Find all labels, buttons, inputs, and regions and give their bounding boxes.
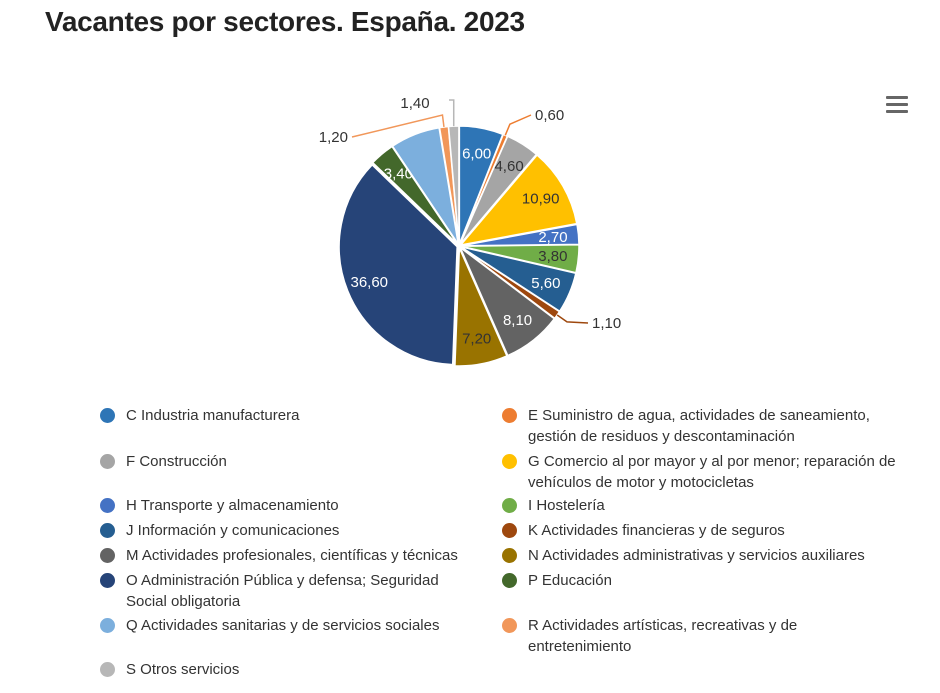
data-label: 1,20	[319, 129, 348, 146]
legend-marker	[100, 454, 115, 469]
legend-label: H Transporte y almacenamiento	[126, 497, 339, 514]
legend-marker	[100, 523, 115, 538]
leader-line	[449, 99, 455, 127]
legend-item[interactable]: I Hostelería	[502, 495, 913, 516]
legend-item[interactable]: C Industria manufacturera	[100, 405, 481, 426]
legend-marker	[100, 618, 115, 633]
data-label: 0,60	[535, 107, 564, 124]
legend-marker	[502, 498, 517, 513]
legend-item[interactable]: S Otros servicios	[100, 659, 481, 680]
data-label: 3,80	[538, 248, 567, 265]
data-label: 7,20	[462, 331, 491, 348]
data-label: 4,60	[494, 158, 523, 175]
legend-label: C Industria manufacturera	[126, 407, 300, 424]
leader-line	[504, 114, 532, 136]
legend-marker	[502, 548, 517, 563]
legend-label: M Actividades profesionales, científicas…	[126, 547, 458, 564]
pie-slice[interactable]	[338, 163, 458, 366]
pie-slice[interactable]	[459, 135, 538, 245]
data-label: 1,10	[592, 315, 621, 332]
data-label: 3,40	[384, 166, 413, 183]
legend-marker	[502, 523, 517, 538]
legend-item[interactable]: E Suministro de agua, actividades de san…	[502, 405, 908, 447]
legend-item[interactable]: K Actividades financieras y de seguros	[502, 520, 913, 541]
legend-label: I Hostelería	[528, 497, 605, 514]
legend-marker	[100, 408, 115, 423]
legend-label: O Administración Pública y defensa; Segu…	[126, 572, 439, 610]
legend-marker	[100, 573, 115, 588]
legend-item[interactable]: P Educación	[502, 570, 913, 591]
legend-label: R Actividades artísticas, recreativas y …	[528, 617, 798, 655]
legend-item[interactable]: R Actividades artísticas, recreativas y …	[502, 615, 828, 657]
legend-marker	[502, 454, 517, 469]
legend-label: P Educación	[528, 572, 612, 589]
legend-label: G Comercio al por mayor y al por menor; …	[528, 453, 896, 491]
data-label: 2,70	[538, 229, 567, 246]
data-label: 36,60	[350, 274, 388, 291]
legend-item[interactable]: F Construcción	[100, 451, 481, 472]
legend-label: K Actividades financieras y de seguros	[528, 522, 785, 539]
legend-label: Q Actividades sanitarias y de servicios …	[126, 617, 440, 634]
leader-line	[351, 114, 445, 138]
pie-slice[interactable]	[458, 153, 578, 247]
pie-slice[interactable]	[454, 247, 508, 367]
legend-marker	[100, 548, 115, 563]
legend-label: F Construcción	[126, 453, 227, 470]
legend-marker	[502, 408, 517, 423]
legend-item[interactable]: N Actividades administrativas y servicio…	[502, 545, 913, 566]
legend-item[interactable]: H Transporte y almacenamiento	[100, 495, 481, 516]
data-label: 5,60	[531, 275, 560, 292]
legend-item[interactable]: Q Actividades sanitarias y de servicios …	[100, 615, 481, 636]
legend-marker	[100, 662, 115, 677]
data-label: 10,90	[522, 191, 560, 208]
legend-item[interactable]: O Administración Pública y defensa; Segu…	[100, 570, 471, 612]
legend-item[interactable]: M Actividades profesionales, científicas…	[100, 545, 481, 566]
leader-line	[556, 314, 589, 324]
legend-label: E Suministro de agua, actividades de san…	[528, 407, 870, 445]
pie-chart: 6,00 0,60 4,60 10,90 2,70 3,80 5,60 1,10 8,10 7,2…	[319, 95, 621, 367]
data-label: 6,00	[462, 145, 491, 162]
legend-item[interactable]: J Información y comunicaciones	[100, 520, 481, 541]
data-label: 1,40	[400, 95, 429, 112]
legend-marker	[100, 498, 115, 513]
legend-marker	[502, 618, 517, 633]
pie-slice[interactable]	[458, 245, 556, 357]
legend-label: J Información y comunicaciones	[126, 522, 340, 539]
hamburger-menu-icon[interactable]	[886, 96, 908, 114]
legend-item[interactable]: G Comercio al por mayor y al por menor; …	[502, 451, 913, 493]
legend-label: N Actividades administrativas y servicio…	[528, 547, 865, 564]
legend-marker	[502, 573, 517, 588]
chart-title: Vacantes por sectores. España. 2023	[45, 6, 525, 37]
data-label: 8,10	[503, 312, 532, 329]
legend-label: S Otros servicios	[126, 661, 240, 678]
